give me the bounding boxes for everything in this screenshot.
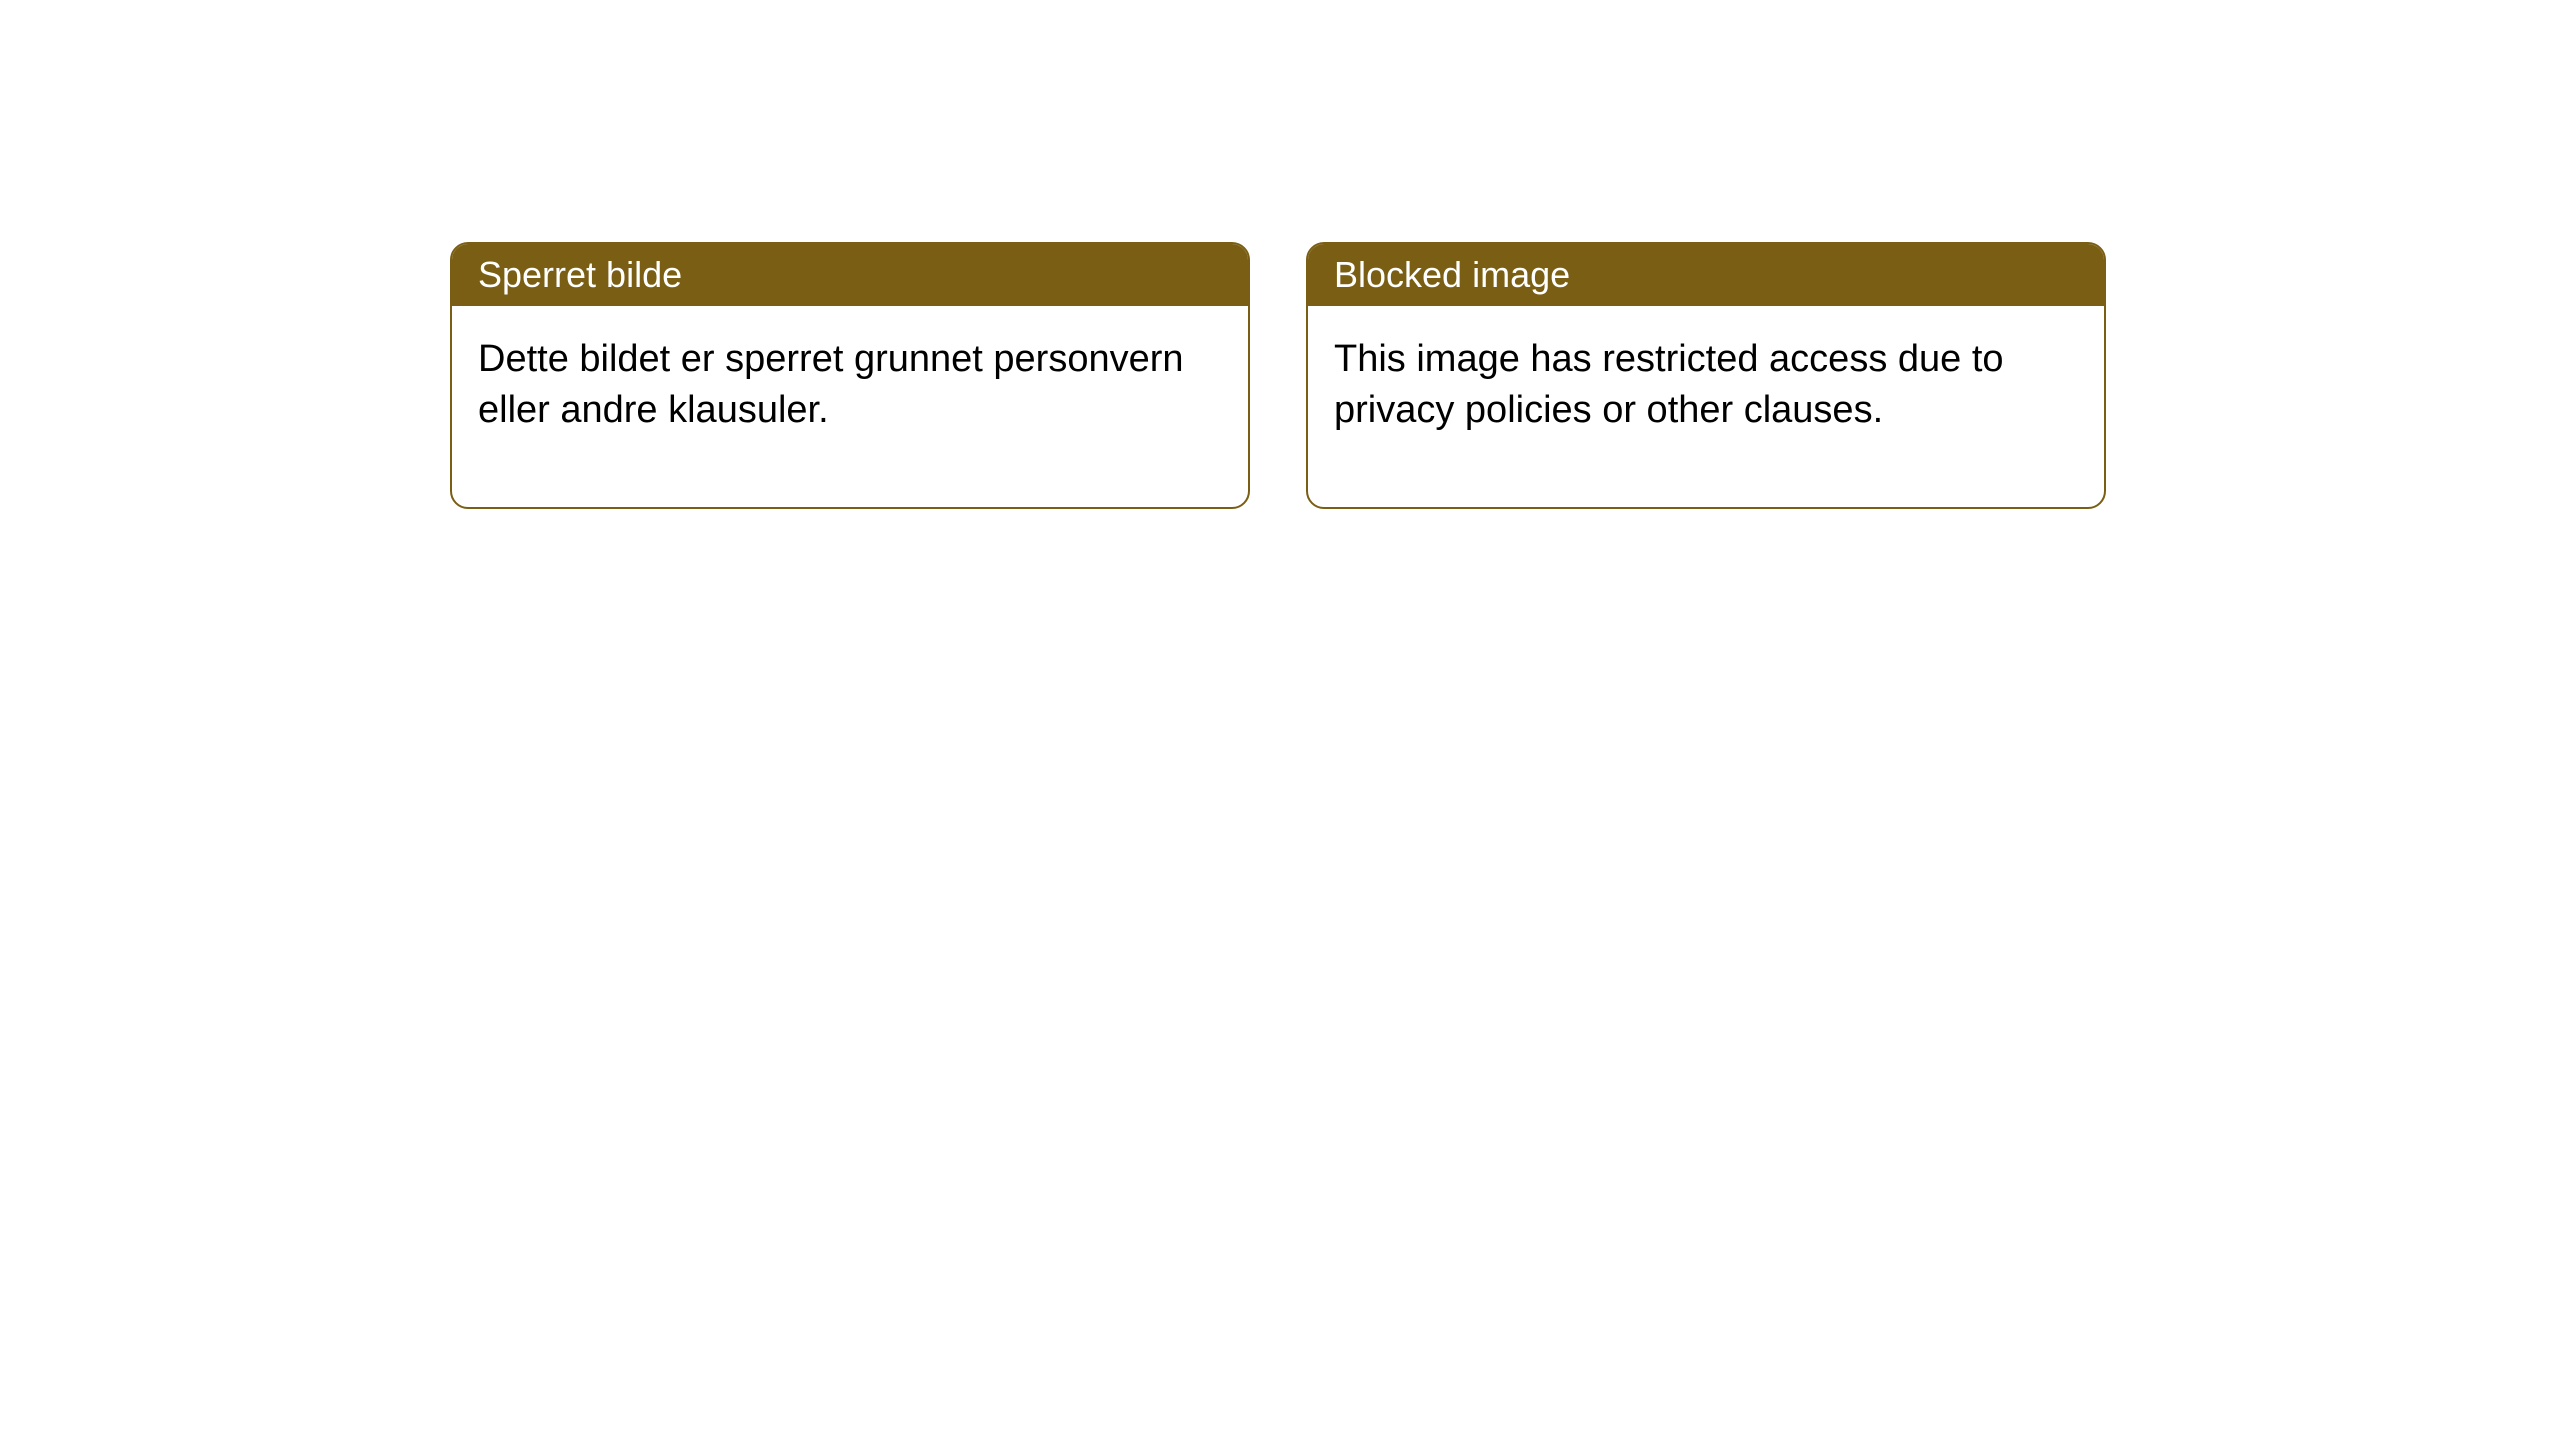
notice-message-english: This image has restricted access due to … bbox=[1334, 338, 2004, 431]
notice-title-norwegian: Sperret bilde bbox=[478, 254, 682, 295]
notice-card-norwegian: Sperret bilde Dette bildet er sperret gr… bbox=[450, 242, 1250, 509]
notice-card-english: Blocked image This image has restricted … bbox=[1306, 242, 2106, 509]
notice-message-norwegian: Dette bildet er sperret grunnet personve… bbox=[478, 338, 1184, 431]
notice-title-english: Blocked image bbox=[1334, 254, 1570, 295]
notice-header-english: Blocked image bbox=[1308, 244, 2104, 306]
notice-body-english: This image has restricted access due to … bbox=[1308, 306, 2104, 507]
notice-body-norwegian: Dette bildet er sperret grunnet personve… bbox=[452, 306, 1248, 507]
notice-header-norwegian: Sperret bilde bbox=[452, 244, 1248, 306]
notice-container: Sperret bilde Dette bildet er sperret gr… bbox=[450, 242, 2106, 509]
